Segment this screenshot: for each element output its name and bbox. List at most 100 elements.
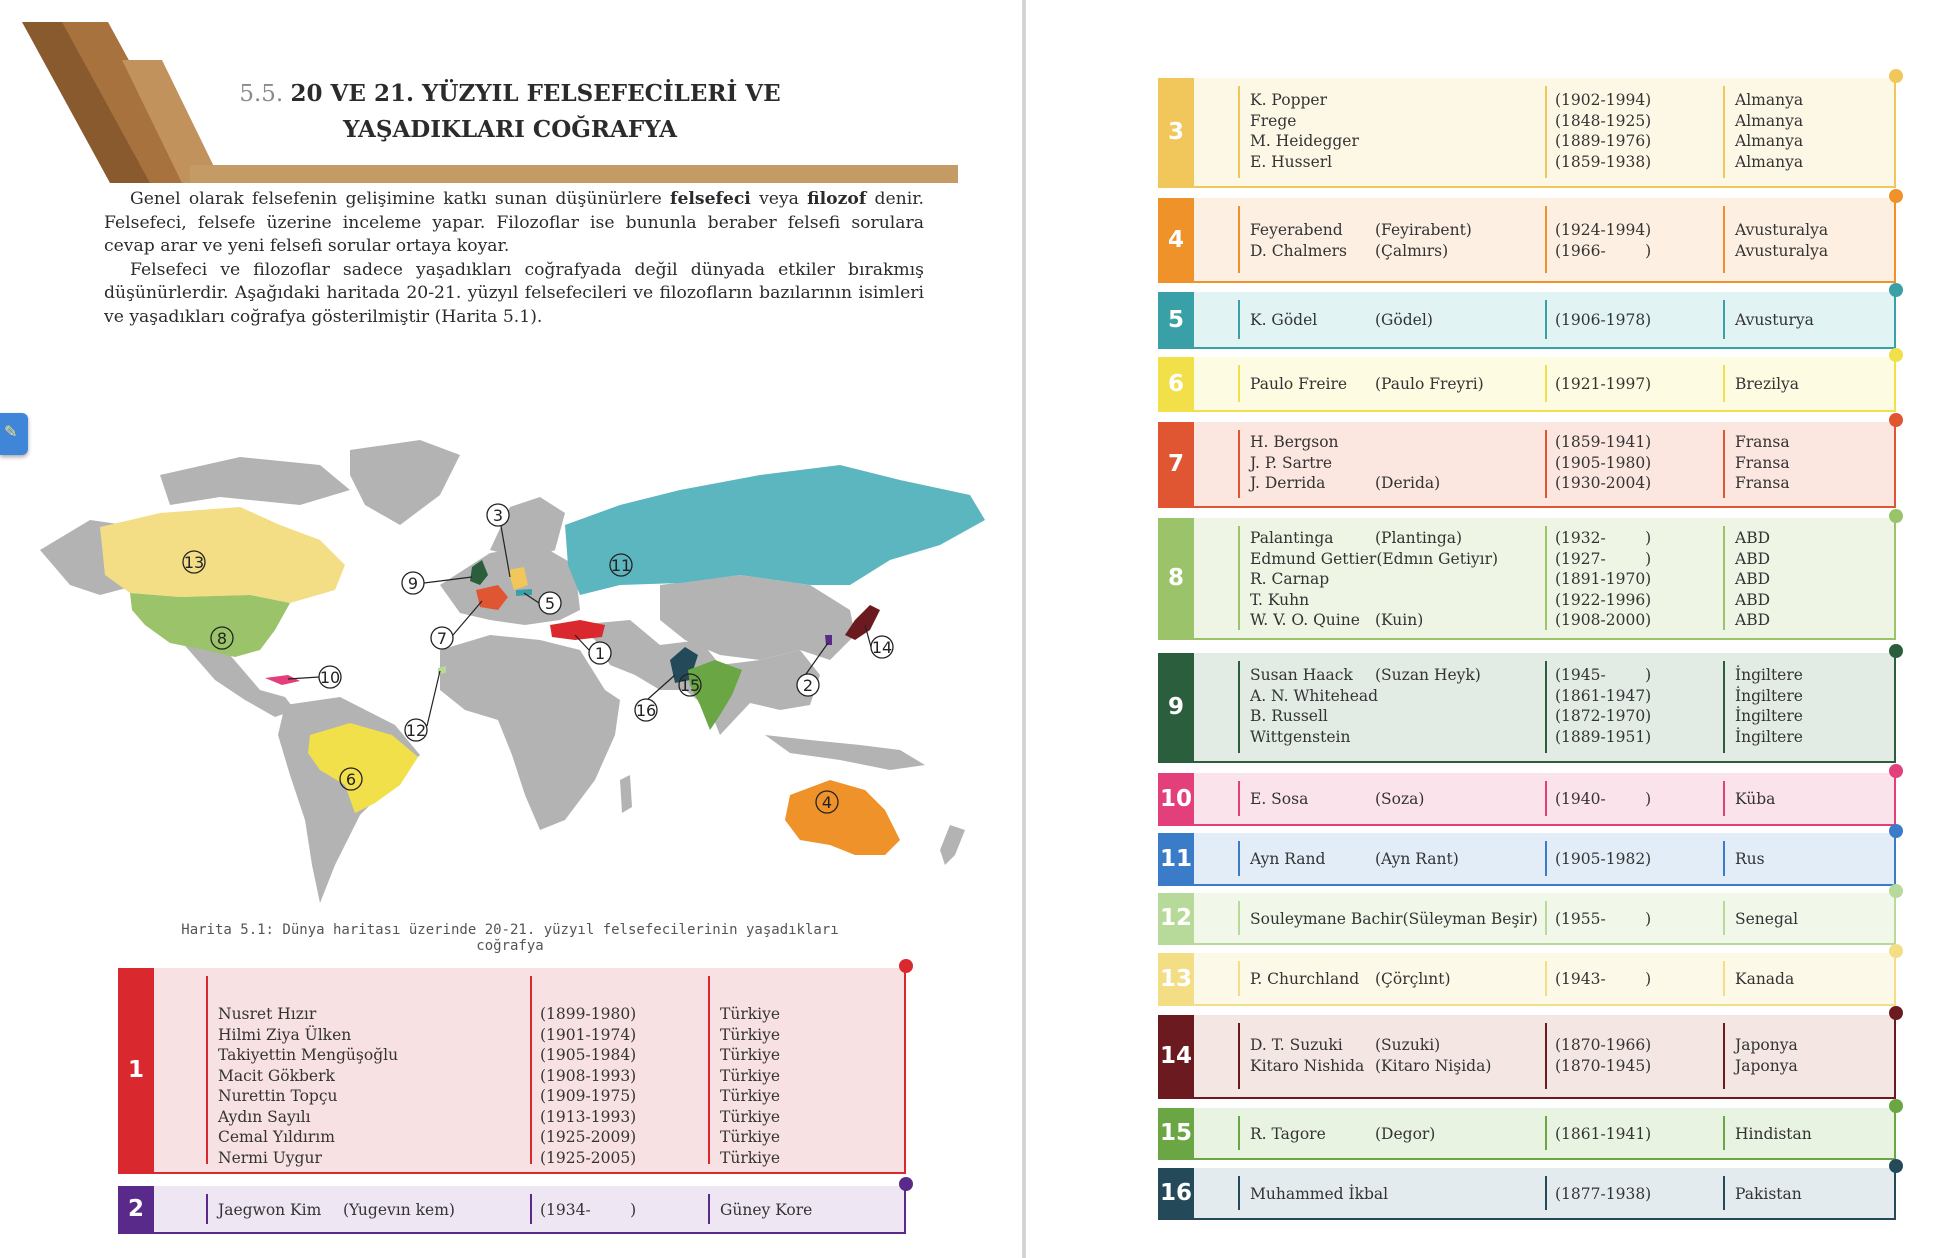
map-marker-14[interactable]: 14 [870, 635, 894, 659]
map-marker-15[interactable]: 15 [678, 673, 702, 697]
map-marker-3[interactable]: 3 [486, 503, 510, 527]
map-marker-8[interactable]: 8 [210, 626, 234, 650]
card-dot [1889, 1006, 1903, 1020]
card-dot [1889, 764, 1903, 778]
name-text: Aydın Sayılı [218, 1107, 311, 1126]
year-range: (1901-1974) [540, 1025, 637, 1044]
year-range: (1848-1925) [1555, 111, 1652, 130]
philosopher-countries: Güney Kore [720, 1200, 812, 1221]
philosopher-card-6: 6 Paulo Freire (Paulo Freyri) (1921-1997) Br… [1158, 348, 1903, 412]
name-text: Kitaro Nishida [1250, 1056, 1365, 1075]
country-name: ABD [1735, 549, 1771, 568]
map-france [476, 585, 508, 610]
map-marker-6[interactable]: 6 [339, 767, 363, 791]
column-divider [1545, 661, 1547, 753]
year-range: (1925-2009) [540, 1128, 637, 1146]
map-marker-10[interactable]: 10 [318, 665, 342, 689]
map-caption: Harita 5.1: Dünya haritası üzerinde 20-2… [181, 922, 839, 954]
map-marker-12[interactable]: 12 [404, 718, 428, 742]
intro-text: Genel olarak felsefenin gelişimine katkı… [104, 188, 924, 329]
philosopher-card-3: 3 K. Popper Frege M. Heidegger E. Husserl (19… [1158, 69, 1903, 188]
pronunciation-text: (Çalmırs) [1375, 241, 1449, 260]
name-text: Takiyettin Mengüşoğlu [218, 1046, 399, 1064]
map-marker-2[interactable]: 2 [796, 673, 820, 697]
name-text: B. Russell [1250, 707, 1328, 725]
card-dot [1889, 509, 1903, 523]
philosopher-name: J. Derrida (Derida) [1250, 473, 1440, 494]
philosopher-names: Jaegwon Kim (Yugevın kem) [218, 1200, 455, 1221]
bookmark-icon[interactable]: ✎ [0, 413, 28, 455]
svg-text:13: 13 [184, 553, 204, 572]
philosopher-years: (1902-1994) (1848-1925) (1889-1976) (1859-1… [1555, 90, 1651, 172]
philosopher-countries: Küba [1735, 789, 1775, 810]
column-divider [1238, 841, 1240, 876]
name-text: Edmund Gettier [1250, 549, 1377, 568]
country-name: İngiltere [1735, 707, 1803, 725]
svg-text:3: 3 [493, 506, 503, 525]
philosopher-name: R. Carnap [1250, 569, 1498, 590]
name-text: R. Tagore [1250, 1125, 1326, 1143]
philosopher-name: Nermi Uygur [218, 1148, 398, 1169]
column-divider [1545, 206, 1547, 273]
philosopher-name: E. Sosa (Soza) [1250, 789, 1424, 810]
philosopher-name: A. N. Whitehead [1250, 686, 1481, 707]
column-divider [1545, 1116, 1547, 1150]
year-range: (1905-1984) [540, 1046, 637, 1064]
philosopher-countries: Rus [1735, 849, 1765, 870]
pronunciation-text: (Suzuki) [1375, 1036, 1441, 1054]
philosopher-years: (1921-1997) [1555, 374, 1651, 395]
philosopher-names: Souleymane Bachir(Süleyman Beşir) [1250, 909, 1538, 930]
philosopher-years: (1861-1941) [1555, 1124, 1651, 1145]
column-divider [206, 1194, 208, 1224]
map-marker-16[interactable]: 16 [634, 698, 658, 722]
map-brazil [308, 723, 418, 813]
year-range: (1872-1970) [1555, 707, 1652, 725]
name-text: A. N. Whitehead [1250, 686, 1379, 705]
philosopher-name: R. Tagore (Degor) [1250, 1124, 1435, 1145]
map-marker-7[interactable]: 7 [430, 626, 454, 650]
year-range: (1913-1993) [540, 1107, 637, 1126]
philosopher-names: K. Popper Frege M. Heidegger E. Husserl [1250, 90, 1375, 172]
pronunciation-text: (Feyirabent) [1375, 221, 1472, 239]
country-name: Avusturalya [1735, 241, 1829, 260]
map-marker-9[interactable]: 9 [401, 571, 425, 595]
card-number: 14 [1158, 1015, 1194, 1097]
svg-text:2: 2 [803, 676, 813, 695]
country-name: Almanya [1735, 111, 1804, 130]
column-divider [1723, 1176, 1725, 1210]
map-marker-11[interactable]: 11 [609, 553, 633, 577]
country-name: Avusturya [1735, 311, 1814, 329]
card-dot [899, 959, 913, 973]
column-divider [206, 976, 208, 1164]
map-marker-13[interactable]: 13 [182, 550, 206, 574]
philosopher-name: T. Kuhn [1250, 590, 1498, 611]
philosopher-name: M. Heidegger [1250, 131, 1375, 152]
country-name: Avusturalya [1735, 221, 1829, 239]
philosopher-countries: Hindistan [1735, 1124, 1812, 1145]
map-marker-4[interactable]: 4 [815, 790, 839, 814]
card-number: 3 [1158, 78, 1194, 186]
philosopher-years: (1955- ) [1555, 909, 1651, 930]
map-cuba [265, 675, 300, 685]
year-range: (1966- ) [1555, 241, 1652, 260]
philosopher-name: Nusret Hızır [218, 1004, 398, 1025]
map-marker-1[interactable]: 1 [588, 641, 612, 665]
column-divider [1723, 781, 1725, 816]
column-divider [1238, 961, 1240, 996]
philosopher-names: Feyerabend (Feyirabent) D. Chalmers (Çalmır… [1250, 220, 1472, 261]
svg-text:5: 5 [545, 594, 555, 613]
heading-banner [22, 22, 958, 183]
year-range: (1927- ) [1555, 549, 1652, 568]
card-dot [1889, 944, 1903, 958]
intro-paragraph-1: Genel olarak felsefenin gelişimine katkı… [104, 189, 925, 256]
column-divider [1238, 365, 1240, 402]
philosopher-card-7: 7 H. Bergson J. P. Sartre J. Derrida (Derida… [1158, 413, 1903, 508]
card-dot [1889, 824, 1903, 838]
map-marker-5[interactable]: 5 [538, 591, 562, 615]
name-text: Cemal Yıldırım [218, 1128, 335, 1146]
svg-text:16: 16 [636, 701, 656, 720]
card-number: 13 [1158, 953, 1194, 1004]
philosopher-years: (1870-1966) (1870-1945) [1555, 1035, 1651, 1076]
year-range: (1932- ) [1555, 529, 1652, 547]
column-divider [1723, 901, 1725, 935]
